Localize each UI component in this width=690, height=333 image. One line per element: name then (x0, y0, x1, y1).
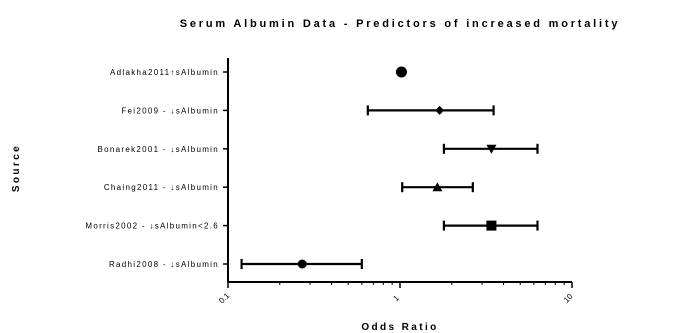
x-tick-label: 10 (562, 292, 575, 305)
point-estimate-marker (486, 144, 497, 154)
chart-title: Serum Albumin Data - Predictors of incre… (180, 18, 621, 30)
point-estimate-marker (395, 66, 407, 78)
forest-rows: Adlakha2011↑sAlbumin Fei2009 - ↓sAlbumin B… (85, 66, 539, 269)
x-tick-label: 0.1 (217, 291, 232, 306)
y-axis-label: Source (11, 144, 22, 192)
study-label: Bonarek2001 - ↓sAlbumin (97, 145, 219, 154)
study-label: Chaing2011 - ↓sAlbumin (104, 183, 219, 192)
x-tick-label: 1 (391, 293, 401, 303)
study-label: Morris2002 - ↓sAlbumin<2.6 (85, 222, 219, 231)
x-axis: 0.1 1 10 (217, 58, 575, 305)
point-estimate-marker (435, 105, 445, 115)
study-label: Radhi2008 - ↓sAlbumin (109, 260, 219, 269)
point-estimate-marker (297, 259, 307, 269)
study-label: Fei2009 - ↓sAlbumin (121, 106, 219, 115)
x-axis-label: Odds Ratio (361, 322, 438, 333)
study-label: Adlakha2011↑sAlbumin (110, 68, 219, 77)
point-estimate-marker (432, 182, 443, 192)
point-estimate-marker (486, 220, 497, 231)
